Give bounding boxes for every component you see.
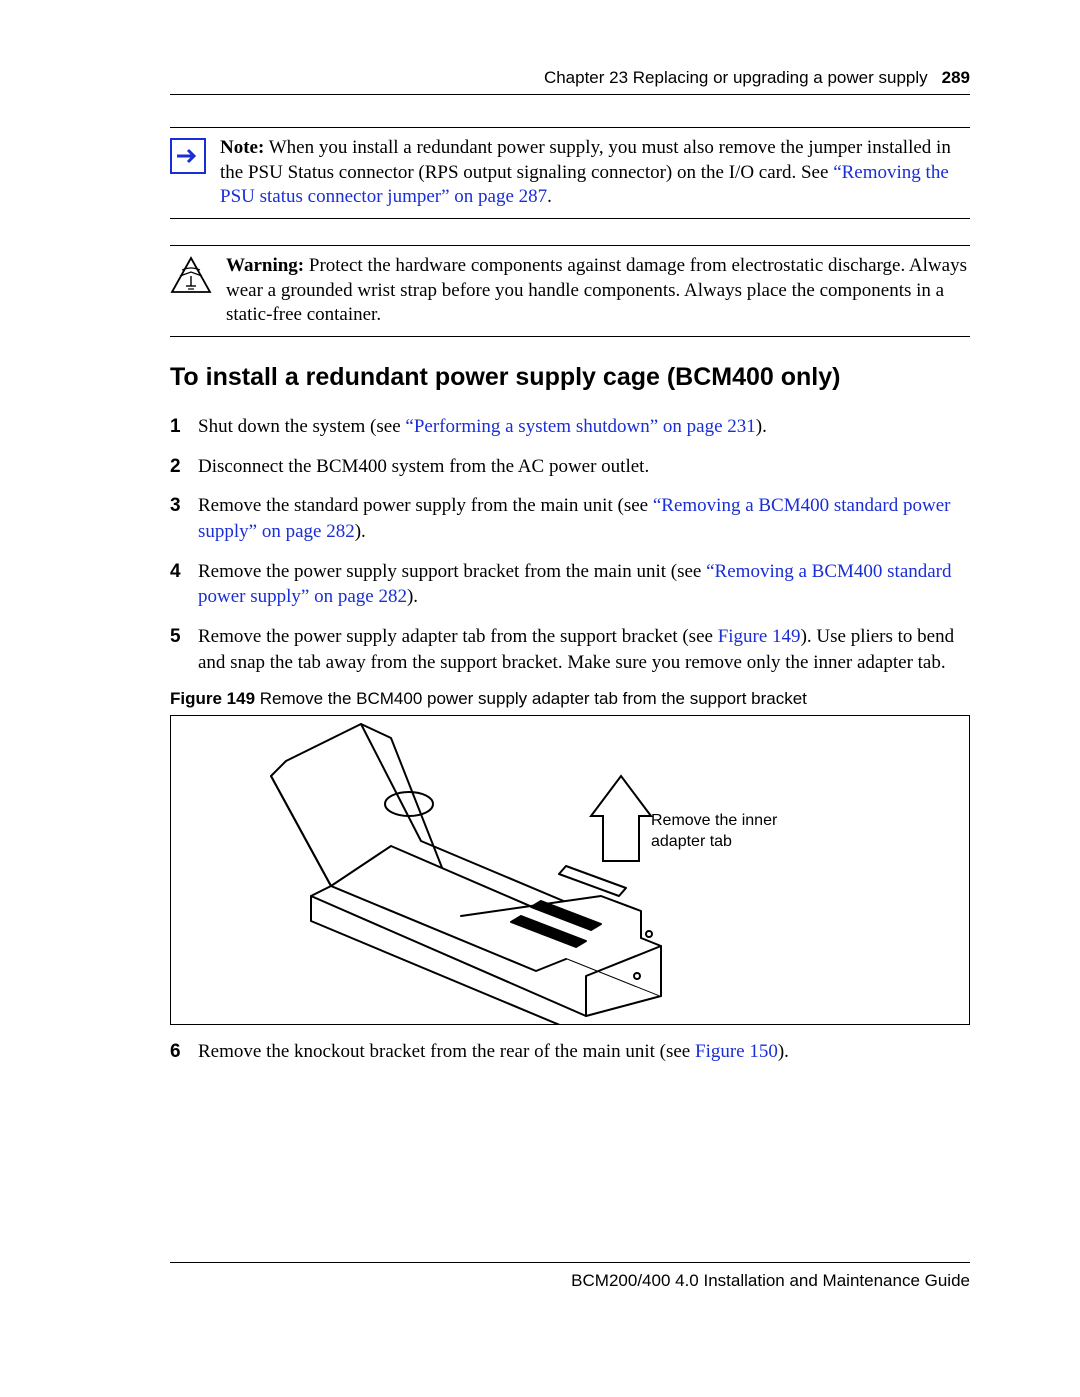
page-footer: BCM200/400 4.0 Installation and Maintena… <box>170 1262 970 1291</box>
figure-label: Figure 149 <box>170 689 255 708</box>
page-number: 289 <box>942 68 970 88</box>
procedure-list-cont: 6 Remove the knockout bracket from the r… <box>170 1039 970 1065</box>
list-item: 6 Remove the knockout bracket from the r… <box>170 1039 970 1065</box>
esd-warning-icon <box>170 256 212 296</box>
annotation-line: adapter tab <box>651 833 732 850</box>
footer-text: BCM200/400 4.0 Installation and Maintena… <box>571 1271 970 1290</box>
step-number: 1 <box>170 414 198 440</box>
chapter-title: Chapter 23 Replacing or upgrading a powe… <box>544 68 928 88</box>
step-number: 4 <box>170 559 198 610</box>
step-text: ). <box>355 521 366 542</box>
step-text: Remove the standard power supply from th… <box>198 495 653 516</box>
figure-caption: Figure 149 Remove the BCM400 power suppl… <box>170 689 970 709</box>
note-text-2: . <box>547 186 552 207</box>
page-header: Chapter 23 Replacing or upgrading a powe… <box>170 68 970 95</box>
warning-callout: Warning: Protect the hardware components… <box>170 245 970 337</box>
figure-caption-text: Remove the BCM400 power supply adapter t… <box>255 689 807 708</box>
list-item: 3 Remove the standard power supply from … <box>170 493 970 544</box>
arrow-icon <box>170 138 206 174</box>
note-label: Note: <box>220 137 264 158</box>
step-text: Remove the power supply support bracket … <box>198 561 706 582</box>
step-text: Disconnect the BCM400 system from the AC… <box>198 454 649 480</box>
step-text: Remove the power supply adapter tab from… <box>198 626 718 647</box>
step-text: Remove the knockout bracket from the rea… <box>198 1041 695 1062</box>
figure-149-diagram: Remove the inner adapter tab <box>170 715 970 1025</box>
step-link[interactable]: “Performing a system shutdown” on page 2… <box>405 416 755 437</box>
annotation-line: Remove the inner <box>651 812 777 829</box>
step-number: 2 <box>170 454 198 480</box>
list-item: 2 Disconnect the BCM400 system from the … <box>170 454 970 480</box>
warning-body: Warning: Protect the hardware components… <box>226 254 970 328</box>
note-body: Note: When you install a redundant power… <box>220 136 970 210</box>
section-heading: To install a redundant power supply cage… <box>170 363 970 392</box>
step-number: 5 <box>170 624 198 675</box>
note-callout: Note: When you install a redundant power… <box>170 127 970 219</box>
warning-text: Protect the hardware components against … <box>226 255 967 325</box>
step-link[interactable]: Figure 150 <box>695 1041 778 1062</box>
step-number: 6 <box>170 1039 198 1065</box>
step-link[interactable]: Figure 149 <box>718 626 801 647</box>
list-item: 4 Remove the power supply support bracke… <box>170 559 970 610</box>
step-number: 3 <box>170 493 198 544</box>
procedure-list: 1 Shut down the system (see “Performing … <box>170 414 970 675</box>
figure-annotation: Remove the inner adapter tab <box>651 811 777 853</box>
step-text: ). <box>778 1041 789 1062</box>
warning-label: Warning: <box>226 255 304 276</box>
list-item: 5 Remove the power supply adapter tab fr… <box>170 624 970 675</box>
step-text: ). <box>407 586 418 607</box>
step-text: ). <box>756 416 767 437</box>
list-item: 1 Shut down the system (see “Performing … <box>170 414 970 440</box>
step-text: Shut down the system (see <box>198 416 405 437</box>
